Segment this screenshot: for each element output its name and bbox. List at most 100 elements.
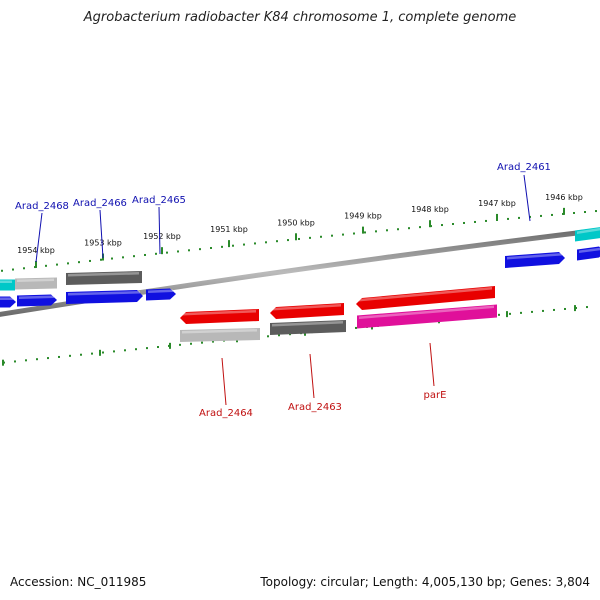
scale-tick-minor xyxy=(111,257,113,260)
gene-block[interactable] xyxy=(357,304,497,329)
scale-tick-minor xyxy=(190,342,192,345)
scale-tick-minor xyxy=(56,263,58,266)
scale-tick-minor xyxy=(135,348,137,351)
scale-tick-minor xyxy=(210,246,212,249)
scale-tick-minor xyxy=(386,229,388,232)
scale-tick-minor xyxy=(586,306,588,309)
scale-tick-minor xyxy=(507,217,509,220)
scale-tick-minor xyxy=(553,308,555,311)
scale-tick-minor xyxy=(531,310,533,313)
scale-tick-minor xyxy=(78,261,80,264)
gene-block[interactable] xyxy=(15,277,57,290)
scale-tick-minor xyxy=(89,259,91,262)
scale-label: 1951 kbp xyxy=(210,225,248,234)
gene-label[interactable]: Arad_2466 xyxy=(73,198,127,209)
gene-block-highlight xyxy=(577,227,600,234)
scale-tick-minor xyxy=(509,312,511,315)
gene-block[interactable] xyxy=(66,290,143,304)
gene-block-highlight xyxy=(17,278,54,282)
scale-tick-minor xyxy=(540,214,542,217)
label-leader-line xyxy=(309,353,315,399)
gene-block[interactable] xyxy=(180,309,259,324)
scale-tick-minor xyxy=(474,220,476,223)
scale-tick-minor xyxy=(441,224,443,227)
scale-tick-minor xyxy=(342,233,344,236)
scale-ticks xyxy=(1,207,597,366)
scale-tick-minor xyxy=(47,357,49,360)
scale-tick-major xyxy=(295,233,297,241)
label-leader-line xyxy=(429,342,435,387)
gene-features xyxy=(0,227,600,342)
scale-tick-minor xyxy=(23,267,25,270)
accession-text: Accession: NC_011985 xyxy=(10,575,147,589)
gene-block[interactable] xyxy=(270,320,346,335)
scale-label: 1947 kbp xyxy=(478,199,516,208)
scale-tick-minor xyxy=(397,228,399,231)
gene-label[interactable]: Arad_2465 xyxy=(132,195,186,206)
gene-block[interactable] xyxy=(505,252,565,268)
scale-tick-minor xyxy=(179,343,181,346)
scale-tick-minor xyxy=(278,334,280,337)
gene-block[interactable] xyxy=(577,246,600,261)
scale-tick-major xyxy=(496,213,498,221)
gene-block-highlight xyxy=(182,310,256,316)
gene-block[interactable] xyxy=(66,271,142,285)
scale-tick-minor xyxy=(353,232,355,235)
gene-block[interactable] xyxy=(575,227,600,242)
scale-labels: 1954 kbp 1953 kbp 1952 kbp 1951 kbp 1950 kbp… xyxy=(17,193,583,255)
scale-label: 1952 kbp xyxy=(143,232,181,241)
gene-block-highlight xyxy=(358,287,492,302)
gene-block-highlight xyxy=(68,272,139,277)
scale-tick-minor xyxy=(144,253,146,256)
scale-tick-major xyxy=(228,240,230,248)
scale-tick-minor xyxy=(91,352,93,355)
gene-block[interactable] xyxy=(356,286,495,310)
scale-tick-minor xyxy=(463,221,465,224)
gene-block-highlight xyxy=(272,304,341,311)
scale-tick-minor xyxy=(1,269,3,272)
gene-block[interactable] xyxy=(180,328,260,342)
scale-tick-minor xyxy=(221,245,223,248)
scale-tick-minor xyxy=(199,248,201,251)
scale-label: 1946 kbp xyxy=(545,193,583,202)
gene-label[interactable]: parE xyxy=(424,390,447,401)
gene-label[interactable]: Arad_2463 xyxy=(288,402,342,413)
scale-tick-major xyxy=(506,311,508,318)
scale-label: 1953 kbp xyxy=(84,239,122,248)
gene-label[interactable]: Arad_2461 xyxy=(497,162,551,173)
gene-block[interactable] xyxy=(0,279,15,291)
gene-block[interactable] xyxy=(146,288,176,301)
scale-tick-minor xyxy=(254,242,256,245)
scale-tick-major xyxy=(161,247,163,255)
scale-tick-minor xyxy=(564,307,566,310)
scale-tick-minor xyxy=(36,358,38,361)
scale-tick-minor xyxy=(122,256,124,259)
scale-tick-minor xyxy=(113,350,115,353)
gene-block[interactable] xyxy=(270,303,344,319)
scale-tick-minor xyxy=(542,309,544,312)
gene-label[interactable]: Arad_2464 xyxy=(199,408,253,419)
scale-tick-minor xyxy=(188,249,190,252)
gene-block[interactable] xyxy=(0,296,16,308)
scale-tick-minor xyxy=(309,236,311,239)
gene-block-highlight xyxy=(359,305,494,319)
gene-labels: Arad_2468 Arad_2466 Arad_2465 Arad_2461 Arad… xyxy=(15,162,551,419)
gene-block-highlight xyxy=(68,291,140,296)
scale-tick-minor xyxy=(25,359,27,362)
scale-tick-major xyxy=(429,220,431,228)
scale-tick-minor xyxy=(124,349,126,352)
scale-tick-minor xyxy=(212,340,214,343)
scale-tick-minor xyxy=(573,211,575,214)
label-leader-line xyxy=(99,209,104,259)
label-leader-line xyxy=(35,212,43,263)
gene-block-highlight xyxy=(0,280,12,283)
gene-block[interactable] xyxy=(17,294,57,307)
scale-tick-minor xyxy=(584,211,586,214)
gene-label[interactable]: Arad_2468 xyxy=(15,201,69,212)
scale-label: 1954 kbp xyxy=(17,246,55,255)
topology-text: Topology: circular; Length: 4,005,130 bp… xyxy=(260,575,590,589)
scale-tick-minor xyxy=(298,237,300,240)
scale-tick-minor xyxy=(58,355,60,358)
scale-tick-minor xyxy=(265,241,267,244)
label-leader-line xyxy=(523,174,531,222)
